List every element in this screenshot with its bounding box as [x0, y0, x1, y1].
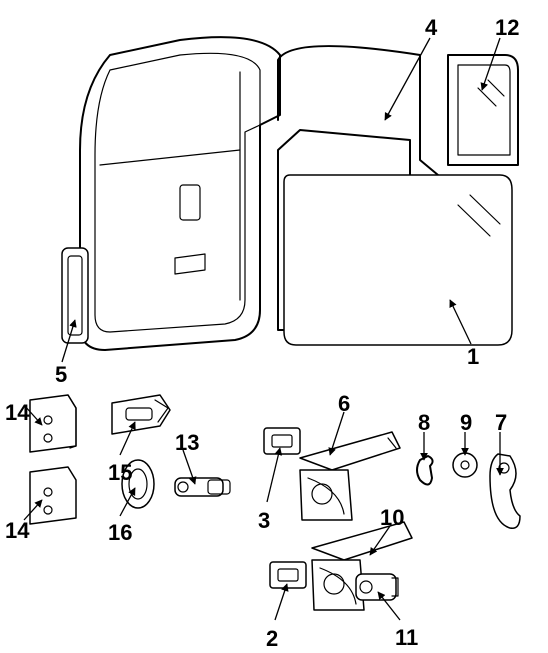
part-13-lock-cylinder — [175, 478, 230, 496]
callout-11: 11 — [395, 625, 418, 651]
part-14-hinge-lower — [30, 467, 76, 524]
callout-8: 8 — [418, 410, 430, 436]
parts-drawing — [0, 0, 548, 653]
part-15-check — [112, 395, 170, 434]
callout-6: 6 — [338, 391, 350, 417]
callout-14a: 14 — [5, 400, 29, 426]
callout-4: 4 — [425, 15, 437, 41]
part-5-guide — [62, 248, 88, 343]
callout-5: 5 — [55, 362, 67, 388]
callout-3: 3 — [258, 508, 270, 534]
part-7-crank-handle — [490, 454, 520, 528]
callout-14b: 14 — [5, 518, 29, 544]
part-1-door-glass — [284, 175, 512, 345]
callout-16: 16 — [108, 520, 132, 546]
part-2-guide-plate — [270, 562, 306, 588]
callout-7: 7 — [495, 410, 507, 436]
callout-1: 1 — [467, 344, 479, 370]
parts-diagram: 1 2 3 4 5 6 7 8 9 10 11 12 13 14 14 15 1… — [0, 0, 548, 653]
part-9-washer — [453, 453, 477, 477]
part-12-vent-glass — [448, 55, 518, 165]
callout-12: 12 — [495, 15, 519, 41]
callout-13: 13 — [175, 430, 199, 456]
door-shell — [80, 37, 280, 350]
callout-2: 2 — [266, 626, 278, 652]
part-3-guide-plate — [264, 428, 300, 454]
part-11-motor — [356, 574, 398, 600]
part-8-clip — [417, 456, 433, 485]
part-14-hinge-upper — [30, 395, 76, 452]
callout-10: 10 — [380, 505, 404, 531]
callout-15: 15 — [108, 460, 132, 486]
callout-9: 9 — [460, 410, 472, 436]
